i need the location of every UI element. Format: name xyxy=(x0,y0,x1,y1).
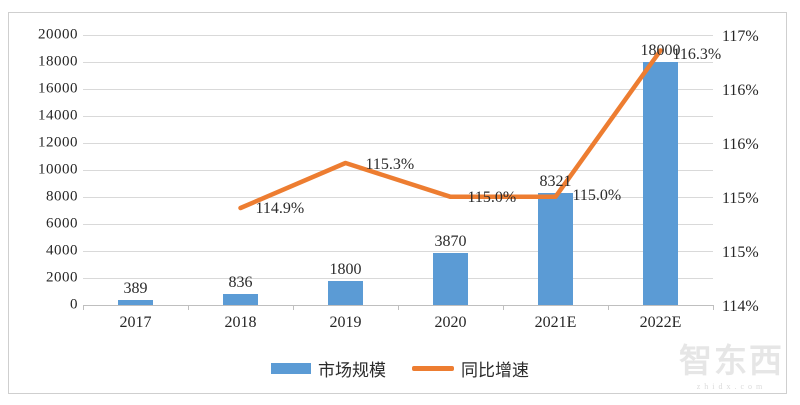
y-axis-left-tick-label: 12000 xyxy=(38,134,78,151)
bar-data-label: 389 xyxy=(123,279,148,297)
x-axis-category-label: 2017 xyxy=(119,314,152,331)
y-axis-right-tick-label: 116% xyxy=(722,136,759,153)
y-axis-left-tick-label: 4000 xyxy=(46,242,78,259)
y-axis-left-tick-label: 18000 xyxy=(38,53,78,70)
x-axis-tick xyxy=(398,305,399,310)
bar-2018 xyxy=(223,293,258,305)
x-axis-category-label: 2022E xyxy=(639,314,682,331)
bar-2022E xyxy=(643,62,678,305)
y-axis-left-tick-label: 16000 xyxy=(38,80,78,97)
y-axis-left-tick-label: 6000 xyxy=(46,215,78,232)
gridline xyxy=(83,116,713,117)
y-axis-left-tick-label: 2000 xyxy=(46,269,78,286)
legend-label-market-size: 市场规模 xyxy=(318,361,386,380)
legend-item-market-size: 市场规模 xyxy=(271,356,386,381)
x-axis-tick xyxy=(713,305,714,310)
x-axis-tick xyxy=(293,305,294,310)
x-axis-tick xyxy=(83,305,84,310)
y-axis-right-tick-label: 116% xyxy=(722,82,759,99)
legend-item-growth-rate: 同比增速 xyxy=(412,356,529,381)
line-series-swatch xyxy=(412,366,454,371)
line-data-label: 115.0% xyxy=(572,186,622,204)
gridline xyxy=(83,278,713,279)
y-axis-right-tick-label: 114% xyxy=(722,298,759,315)
line-data-label: 115.0% xyxy=(467,188,517,206)
bar-2020 xyxy=(433,252,468,305)
bar-2021E xyxy=(538,192,573,305)
x-axis-tick xyxy=(608,305,609,310)
bar-data-label: 1800 xyxy=(329,260,362,278)
gridline xyxy=(83,224,713,225)
gridline xyxy=(83,89,713,90)
watermark: 智东西 zhidx.com xyxy=(679,346,784,391)
y-axis-left-tick-label: 10000 xyxy=(38,161,78,178)
gridline xyxy=(83,251,713,252)
line-data-label: 114.9% xyxy=(255,200,305,217)
bar-data-label: 3870 xyxy=(434,232,467,250)
x-axis-category-label: 2021E xyxy=(534,314,577,331)
bar-series-swatch xyxy=(271,363,311,374)
y-axis-right-tick-label: 115% xyxy=(722,190,759,207)
legend-label-growth-rate: 同比增速 xyxy=(461,361,529,380)
legend: 市场规模 同比增速 xyxy=(0,356,800,381)
bar-data-label: 18000 xyxy=(640,42,681,59)
bar-2019 xyxy=(328,280,363,305)
y-axis-right-tick-label: 115% xyxy=(722,244,759,261)
line-data-label: 116.3% xyxy=(672,45,722,63)
gridline xyxy=(83,35,713,36)
watermark-logo-text: 智东西 xyxy=(679,344,784,380)
y-axis-left-tick-label: 8000 xyxy=(46,188,78,205)
x-axis-tick xyxy=(188,305,189,310)
x-axis-tick xyxy=(503,305,504,310)
x-axis-category-label: 2019 xyxy=(329,314,362,331)
gridline xyxy=(83,62,713,63)
y-axis-right-tick-label: 117% xyxy=(722,28,759,45)
line-data-label: 115.3% xyxy=(365,156,415,173)
y-axis-left-tick-label: 20000 xyxy=(38,26,78,43)
bar-data-label: 8321 xyxy=(539,172,572,190)
x-axis-category-label: 2020 xyxy=(434,314,467,331)
watermark-url: zhidx.com xyxy=(696,382,767,391)
gridline xyxy=(83,143,713,144)
bar-2017 xyxy=(118,299,153,305)
y-axis-left-tick-label: 14000 xyxy=(38,107,78,124)
bar-data-label: 836 xyxy=(228,273,253,291)
x-axis-category-label: 2018 xyxy=(224,314,257,331)
y-axis-left-tick-label: 0 xyxy=(70,296,78,313)
